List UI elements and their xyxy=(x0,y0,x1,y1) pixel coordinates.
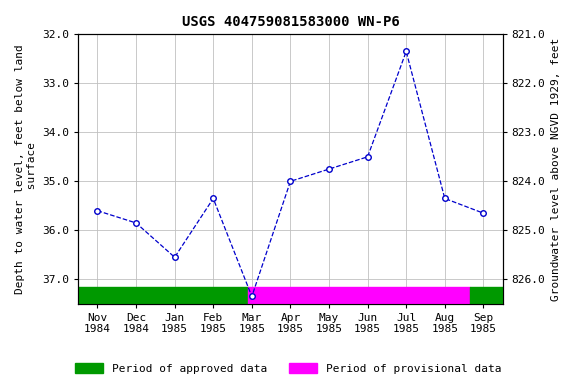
Title: USGS 404759081583000 WN-P6: USGS 404759081583000 WN-P6 xyxy=(181,15,399,29)
Legend: Period of approved data, Period of provisional data: Period of approved data, Period of provi… xyxy=(70,359,506,379)
Y-axis label: Depth to water level, feet below land
 surface: Depth to water level, feet below land su… xyxy=(15,44,37,294)
Y-axis label: Groundwater level above NGVD 1929, feet: Groundwater level above NGVD 1929, feet xyxy=(551,38,561,301)
